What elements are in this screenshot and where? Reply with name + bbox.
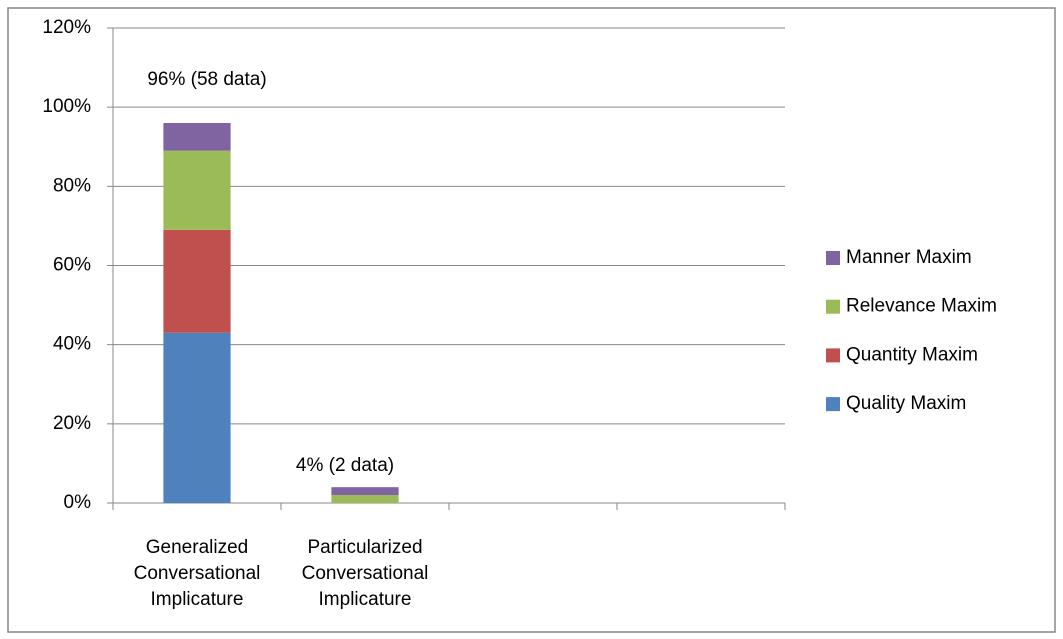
- legend-swatch: [826, 299, 840, 314]
- bar-segment: [163, 123, 231, 151]
- legend-label: Quantity Maxim: [846, 344, 978, 365]
- x-tick-label: Particularized Conversational Implicatur…: [301, 537, 429, 610]
- y-tick-label: 100%: [42, 96, 91, 117]
- legend-label: Quality Maxim: [846, 393, 966, 414]
- y-tick-label: 80%: [53, 175, 91, 196]
- legend-swatch: [826, 397, 840, 412]
- bar-segment: [163, 229, 231, 333]
- legend-label: Relevance Maxim: [846, 296, 997, 317]
- legend-swatch: [826, 251, 840, 265]
- x-tick-label: Generalized Conversational Implicature: [133, 537, 261, 610]
- y-tick-label: 120%: [42, 17, 91, 38]
- legend-swatch: [826, 348, 840, 363]
- bar-segment: [331, 487, 399, 496]
- y-tick-label: 40%: [53, 334, 91, 355]
- annotation: 4% (2 data): [296, 455, 394, 476]
- bar-segment: [163, 332, 231, 503]
- bar-segment: [331, 495, 399, 503]
- y-tick-label: 0%: [64, 492, 92, 513]
- y-tick-label: 20%: [53, 413, 91, 434]
- legend-label: Manner Maxim: [846, 247, 972, 268]
- y-tick-label: 60%: [53, 255, 91, 276]
- annotation: 96% (58 data): [147, 69, 266, 90]
- bar-segment: [163, 150, 231, 230]
